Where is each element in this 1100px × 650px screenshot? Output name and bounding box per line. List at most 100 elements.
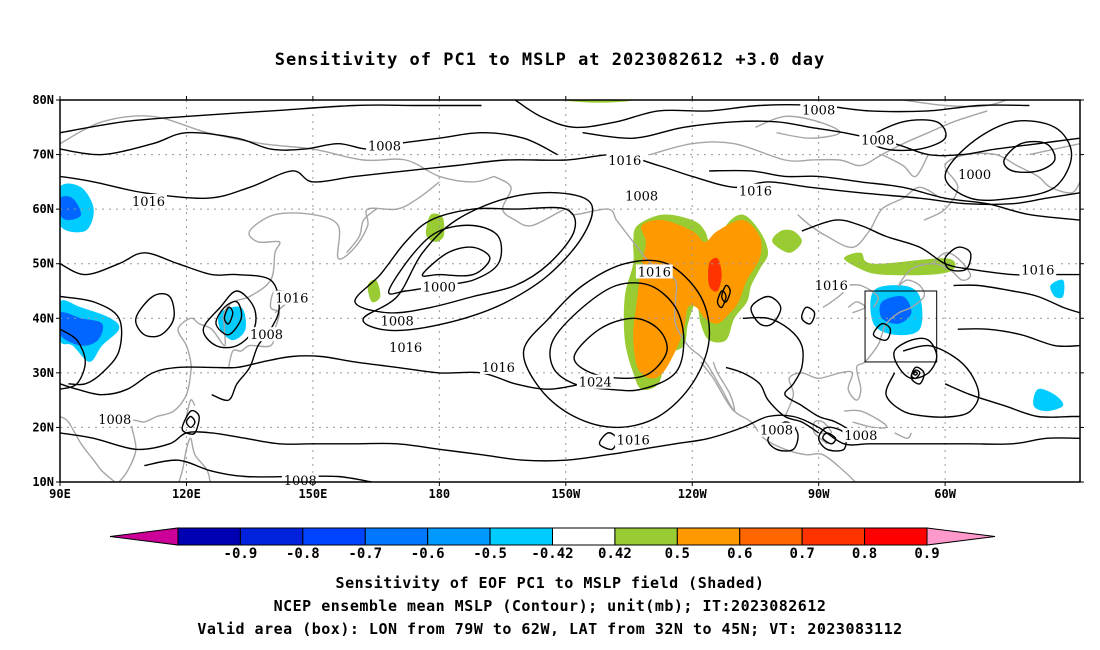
map-title: Sensitivity of PC1 to MSLP at 2023082612… <box>274 50 826 70</box>
contour-label-bg <box>248 327 285 342</box>
coastline <box>843 284 879 308</box>
colorbar-box <box>489 527 554 546</box>
mslp-contour <box>912 371 919 376</box>
coastline <box>118 181 440 482</box>
lon-label: 120W <box>678 487 708 501</box>
contour-label-bg <box>96 411 134 426</box>
mslp-contour <box>134 293 175 338</box>
coastline <box>812 419 833 445</box>
mslp-contour <box>144 459 373 482</box>
colorbar-label: -0.8 <box>286 546 320 562</box>
coastline <box>923 152 1080 221</box>
contour-label-bg <box>606 153 644 168</box>
contour-label-bg <box>812 278 850 293</box>
contour-label-bg <box>614 432 652 447</box>
mslp-contour <box>750 295 782 327</box>
mslp-contour <box>910 369 921 380</box>
colorbar-label: 0.42 <box>598 546 632 562</box>
colorbar-label: 0.5 <box>665 546 690 562</box>
colorbar-box <box>302 527 366 546</box>
contour-labels: 1008 1016 1016 1008 1008 1008 1016 1000 1016 1016… <box>96 102 1057 489</box>
contour-label: 1008 <box>625 190 658 205</box>
contour-label-bg <box>281 472 319 487</box>
shaded-region <box>772 229 802 253</box>
mslp-contour <box>354 206 577 314</box>
coastlines <box>60 100 1080 482</box>
colorbar-label: -0.5 <box>473 546 507 562</box>
contour-label-bg <box>635 264 673 279</box>
colorbar-label: 0.9 <box>914 546 939 562</box>
colorbar-box <box>864 527 928 546</box>
mslp-contour <box>215 300 243 336</box>
contour-label: 1024 <box>579 376 612 391</box>
lat-label: 70N <box>32 148 54 162</box>
contour-label: 1008 <box>368 139 401 154</box>
coastline <box>810 110 988 167</box>
coastline <box>755 115 841 139</box>
coastline <box>185 399 196 417</box>
contour-label: 1016 <box>482 361 515 376</box>
coastline <box>178 437 211 482</box>
contour-label: 1008 <box>861 133 894 148</box>
contour-label: 1008 <box>98 413 131 428</box>
mslp-contour <box>822 432 837 445</box>
contour-label: 1016 <box>638 265 671 280</box>
contour-label: 1008 <box>381 315 414 330</box>
contour-label-bg <box>366 138 403 153</box>
mslp-contour <box>522 259 711 429</box>
contour-label: 1000 <box>423 281 456 296</box>
contour-label-bg <box>623 188 661 203</box>
contour-label: 1016 <box>1021 263 1054 278</box>
mslp-contour <box>885 344 980 418</box>
contour-label-bg <box>842 428 880 443</box>
mslp-contour <box>944 120 1073 202</box>
lat-label: 30N <box>32 366 54 380</box>
contour-label-bg <box>800 102 838 117</box>
contour-label: 1008 <box>760 424 793 439</box>
lon-label: 150E <box>298 487 327 501</box>
coastline <box>784 251 972 417</box>
mslp-contour <box>60 328 87 390</box>
lon-label: 180 <box>428 487 450 501</box>
shaded-region <box>367 279 381 303</box>
mslp-contour <box>60 295 123 386</box>
colorbar-over-arrow <box>926 527 996 546</box>
contour-label: 1008 <box>802 103 835 118</box>
colorbar-label: 0.6 <box>727 546 752 562</box>
shaded-region <box>60 312 104 346</box>
colorbar-label: 0.8 <box>852 546 877 562</box>
plot-frame <box>59 99 1081 483</box>
lat-label: 80N <box>32 93 54 107</box>
lat-label: 20N <box>32 420 54 434</box>
colorbar-box <box>676 527 741 546</box>
mslp-contour <box>514 100 1030 129</box>
coastline <box>797 186 942 249</box>
lon-label: 90E <box>49 487 71 501</box>
mslp-contour <box>957 328 1080 348</box>
valid-area-box <box>864 290 938 363</box>
contour-label: 1016 <box>275 292 308 307</box>
contour-label-bg <box>387 339 425 354</box>
mslp-contour <box>60 153 1080 206</box>
lat-label: 10N <box>32 475 54 489</box>
mslp-contour <box>910 366 925 385</box>
contour-label: 1016 <box>389 341 422 356</box>
contour-label-bg <box>576 374 614 389</box>
mslp-contour <box>953 284 1080 314</box>
coastline <box>346 208 377 254</box>
mslp-contour <box>185 415 196 429</box>
mslp-contour <box>421 246 491 277</box>
colorbar-box <box>739 527 803 546</box>
contour-label-bg <box>956 166 994 181</box>
mslp-contour <box>582 120 1080 157</box>
contour-label: 1016 <box>815 279 848 294</box>
mslp-contour <box>720 284 731 303</box>
colorbar-box <box>239 527 304 546</box>
coastline <box>881 153 929 178</box>
mslp-contour <box>60 414 1080 462</box>
mslp-contour <box>716 290 727 309</box>
colorbar-label: -0.42 <box>531 546 573 562</box>
caption-contour: NCEP ensemble mean MSLP (Contour); unit(… <box>273 597 827 615</box>
